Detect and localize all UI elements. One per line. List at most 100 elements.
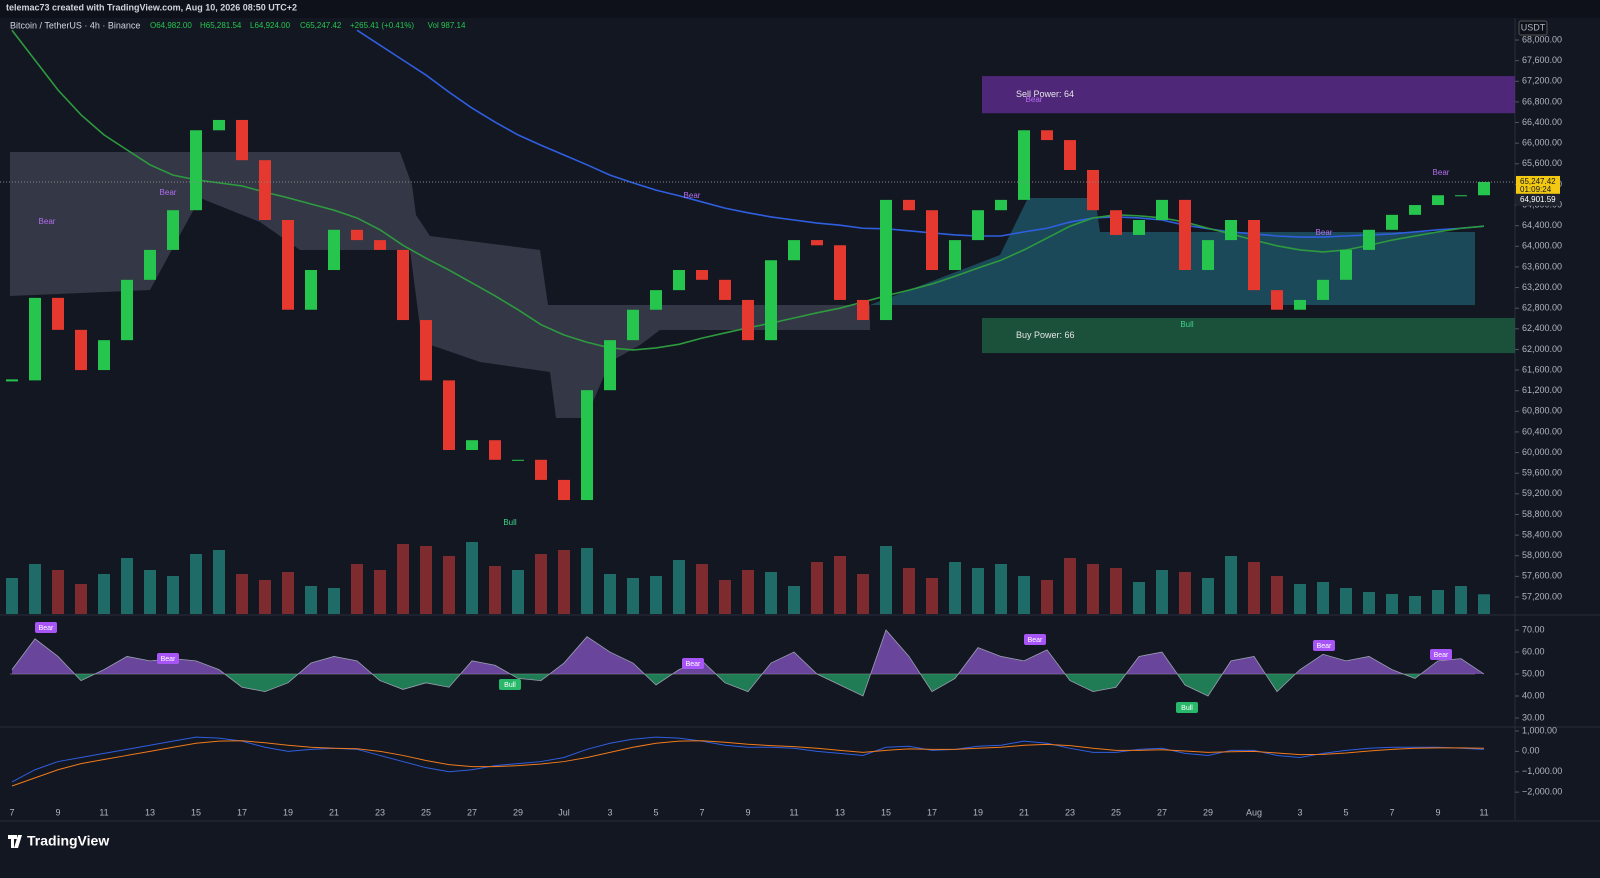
volume-bar bbox=[1409, 596, 1421, 614]
volume-bar bbox=[1317, 582, 1329, 614]
candle bbox=[282, 220, 294, 310]
volume-bar bbox=[6, 578, 18, 614]
x-tick-label: 7 bbox=[1389, 807, 1394, 817]
candle bbox=[420, 320, 432, 381]
signal-label: Bear bbox=[684, 191, 701, 200]
candle bbox=[581, 390, 593, 501]
candle bbox=[926, 210, 938, 271]
x-tick-label: 3 bbox=[607, 807, 612, 817]
volume-bar bbox=[765, 572, 777, 614]
y-tick-label: 66,000.00 bbox=[1522, 138, 1562, 148]
y-tick-label: 60,000.00 bbox=[1522, 447, 1562, 457]
rsi-line bbox=[11, 629, 1485, 697]
y-tick-label: 63,200.00 bbox=[1522, 282, 1562, 292]
volume-bar bbox=[1432, 590, 1444, 614]
candle bbox=[489, 440, 501, 460]
signal-label: Bear bbox=[1317, 643, 1332, 650]
volume-bar bbox=[1225, 556, 1237, 614]
volume-bar bbox=[213, 550, 225, 614]
volume-bar bbox=[604, 574, 616, 614]
volume-bar bbox=[972, 568, 984, 614]
volume-bar bbox=[190, 554, 202, 614]
signal-label: Bull bbox=[1180, 320, 1194, 329]
candle bbox=[1018, 130, 1030, 200]
x-tick-label: 29 bbox=[513, 807, 523, 817]
y-tick-label: 64,400.00 bbox=[1522, 220, 1562, 230]
candle bbox=[834, 245, 846, 300]
rsi-area-up bbox=[12, 630, 1484, 675]
signal-box bbox=[157, 653, 179, 664]
volume-bar bbox=[719, 580, 731, 614]
volume-bar bbox=[834, 556, 846, 614]
x-tick-label: 9 bbox=[55, 807, 60, 817]
x-tick-label: Aug bbox=[1246, 807, 1262, 817]
candle bbox=[949, 240, 961, 271]
x-tick-label: 21 bbox=[329, 807, 339, 817]
candle bbox=[765, 260, 777, 341]
signal-box bbox=[1313, 640, 1335, 651]
zone-label: Sell Power: 64 bbox=[1016, 89, 1074, 99]
volume-bar bbox=[1133, 582, 1145, 614]
volume-bar bbox=[1363, 592, 1375, 614]
volume-bar bbox=[1018, 576, 1030, 614]
y-tick-label: −2,000.00 bbox=[1522, 787, 1562, 797]
volume-bar bbox=[926, 578, 938, 614]
header-text: telemac73 created with TradingView.com, … bbox=[6, 2, 297, 12]
candle bbox=[1133, 220, 1145, 235]
candle bbox=[466, 440, 478, 451]
volume-bar bbox=[52, 570, 64, 614]
y-tick-label: 66,400.00 bbox=[1522, 117, 1562, 127]
candle bbox=[397, 249, 409, 321]
volume-bar bbox=[903, 568, 915, 614]
signal-box bbox=[1176, 702, 1198, 713]
candle bbox=[535, 459, 547, 480]
top-bar bbox=[0, 0, 1600, 18]
candle bbox=[627, 309, 639, 341]
volume-bar bbox=[75, 584, 87, 614]
brand: TradingView bbox=[27, 833, 109, 849]
y-tick-label: 57,200.00 bbox=[1522, 591, 1562, 601]
level-box bbox=[1516, 193, 1560, 206]
y-tick-label: 61,600.00 bbox=[1522, 364, 1562, 374]
candle bbox=[673, 270, 685, 291]
volume-bar bbox=[1248, 562, 1260, 614]
signal-label: Bear bbox=[686, 661, 701, 668]
signal-box bbox=[1430, 649, 1452, 660]
volume-bar bbox=[374, 570, 386, 614]
candle bbox=[1455, 195, 1467, 197]
candle bbox=[1386, 214, 1398, 230]
logo: TradingView bbox=[8, 833, 109, 849]
x-tick-label: Jul bbox=[558, 807, 570, 817]
y-tick-label: 70.00 bbox=[1522, 624, 1545, 634]
candle bbox=[1271, 290, 1283, 310]
x-tick-label: 9 bbox=[745, 807, 750, 817]
volume-bar bbox=[558, 550, 570, 614]
volume-bar bbox=[581, 548, 593, 614]
candle bbox=[351, 229, 363, 241]
candle bbox=[995, 199, 1007, 211]
volume-bar bbox=[1455, 586, 1467, 614]
candle bbox=[121, 279, 133, 341]
candle bbox=[75, 329, 87, 371]
volume-bar bbox=[650, 576, 662, 614]
signal-label: Bear bbox=[1434, 652, 1449, 659]
signal-box bbox=[682, 658, 704, 669]
candle bbox=[857, 299, 869, 321]
candle bbox=[742, 299, 754, 341]
x-tick-label: 5 bbox=[653, 807, 658, 817]
rsi-area-down bbox=[12, 674, 1484, 696]
candle bbox=[213, 119, 225, 131]
volume-bar bbox=[98, 574, 110, 614]
y-tick-label: 30.00 bbox=[1522, 712, 1545, 722]
x-tick-label: 25 bbox=[1111, 807, 1121, 817]
y-tick-label: 67,600.00 bbox=[1522, 55, 1562, 65]
candle bbox=[1409, 205, 1421, 215]
volume-bar bbox=[535, 554, 547, 614]
x-tick-label: 9 bbox=[1435, 807, 1440, 817]
candle bbox=[374, 240, 386, 250]
candle bbox=[1248, 220, 1260, 291]
range-box bbox=[870, 198, 1475, 305]
x-tick-label: 7 bbox=[9, 807, 14, 817]
